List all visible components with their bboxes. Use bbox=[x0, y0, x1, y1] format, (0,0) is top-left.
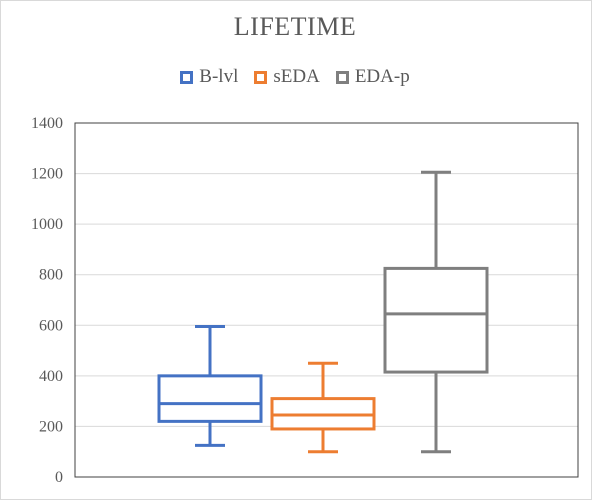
legend-item-3: EDA-p bbox=[335, 66, 410, 88]
y-tick-label-200: 200 bbox=[39, 418, 63, 435]
y-tick-label-400: 400 bbox=[39, 368, 63, 385]
legend-label-1: B-lvl bbox=[199, 66, 239, 87]
plot-border bbox=[74, 122, 579, 478]
y-tick-label-600: 600 bbox=[39, 317, 63, 334]
legend-swatch-2 bbox=[254, 70, 268, 84]
legend-label-2: sEDA bbox=[273, 66, 320, 87]
y-tick-label-1200: 1200 bbox=[31, 166, 63, 183]
legend-item-2: sEDA bbox=[254, 66, 320, 88]
y-tick-label-0: 0 bbox=[55, 469, 63, 486]
y-tick-label-800: 800 bbox=[39, 267, 63, 284]
y-tick-label-1000: 1000 bbox=[31, 216, 63, 233]
legend: B-lvl sEDA EDA-p bbox=[0, 66, 590, 88]
legend-swatch-3 bbox=[335, 70, 349, 84]
legend-item-1: B-lvl bbox=[180, 66, 238, 88]
chart-title: LIFETIME bbox=[233, 12, 357, 41]
legend-swatch-1 bbox=[180, 70, 194, 84]
legend-label-3: EDA-p bbox=[354, 66, 410, 87]
y-tick-label-1400: 1400 bbox=[31, 115, 63, 132]
box-b-lvl bbox=[157, 374, 263, 423]
box-eda-p bbox=[383, 266, 489, 374]
